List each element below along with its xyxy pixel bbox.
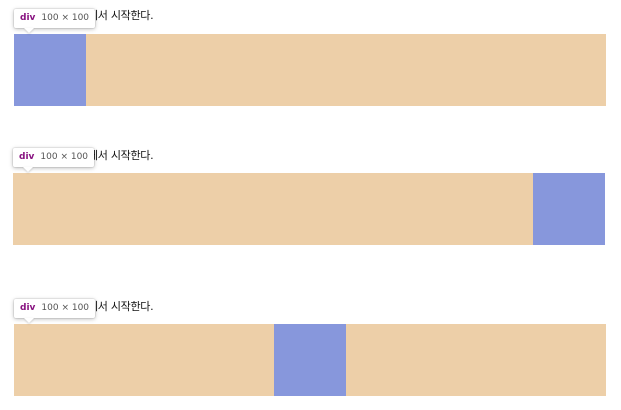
demo-caption: ]에서 시작한다. xyxy=(84,9,154,22)
tooltip-tag-name: div xyxy=(19,152,35,162)
flex-item-box xyxy=(274,324,346,396)
tooltip-dimensions: 100 × 100 xyxy=(41,13,90,23)
devtools-tooltip: div 100 × 100 xyxy=(14,9,96,33)
tooltip-tag-name: div xyxy=(20,303,36,313)
tooltip-dimensions: 100 × 100 xyxy=(41,303,90,313)
flex-item-box xyxy=(14,34,86,106)
tooltip-tag-name: div xyxy=(20,13,36,23)
flex-container xyxy=(13,173,605,245)
tooltip-arrow-icon xyxy=(24,318,34,323)
demo-caption: ]에서 시작한다. xyxy=(84,149,154,162)
tooltip-dimensions: 100 × 100 xyxy=(40,152,89,162)
tooltip-arrow-icon xyxy=(23,167,33,172)
flex-container xyxy=(14,34,606,106)
demo-caption: ]에서 시작한다. xyxy=(84,300,154,313)
flex-container xyxy=(14,324,606,396)
devtools-tooltip: div 100 × 100 xyxy=(14,299,96,323)
devtools-tooltip: div 100 × 100 xyxy=(13,148,95,172)
tooltip-arrow-icon xyxy=(24,28,34,33)
flex-item-box xyxy=(533,173,605,245)
